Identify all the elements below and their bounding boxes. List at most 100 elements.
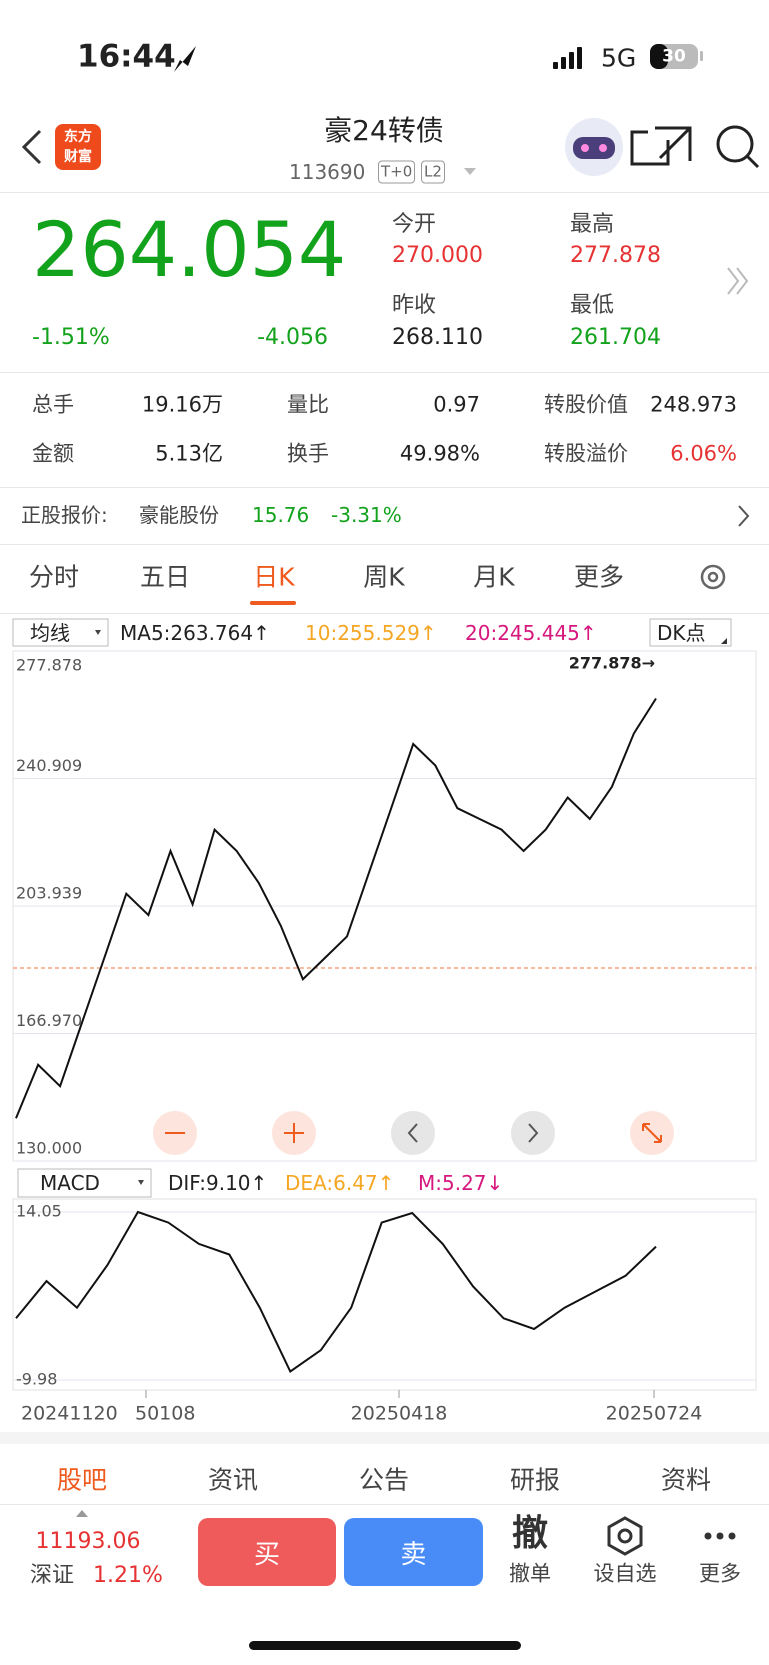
divider [0, 372, 769, 373]
tab[interactable]: 月K [473, 562, 515, 592]
stat-value: 6.06% [670, 441, 737, 466]
date-label: 20250724 [605, 1402, 703, 1425]
y-tick-label: 203.939 [16, 884, 82, 903]
watch-label[interactable]: 设自选 [593, 1561, 657, 1586]
tab[interactable]: 五日 [139, 562, 191, 592]
share-icon[interactable] [630, 126, 692, 166]
m: M:5.27↓ [418, 1171, 504, 1195]
selector-arrow [95, 630, 101, 635]
bottom-tab[interactable]: 公告 [358, 1465, 410, 1495]
underlying-change: -3.31% [331, 503, 402, 527]
value: 261.704 [570, 325, 661, 350]
ma20: 20:245.445↑ [465, 621, 597, 645]
tag: T+0 [378, 160, 416, 184]
change: -4.056 [257, 325, 328, 350]
ma-selector[interactable] [12, 618, 109, 647]
stat-value: 19.16万 [141, 392, 223, 417]
label: 最低 [570, 293, 615, 318]
stat-label: 转股价值 [544, 392, 628, 417]
underlying-name[interactable]: 豪能股份 [139, 503, 219, 527]
dif: DIF:9.10↑ [168, 1171, 268, 1195]
battery-level [650, 44, 668, 69]
settings-icon[interactable] [700, 564, 726, 590]
y-tick-label: 277.878 [16, 656, 82, 675]
search-handle [745, 154, 760, 169]
y-tick-label: -9.98 [16, 1370, 57, 1389]
underlying-chevron[interactable] [738, 505, 750, 527]
scroll-left-glyph [407, 1123, 418, 1143]
avatar-face [573, 137, 615, 159]
divider [0, 544, 769, 545]
dk-button[interactable] [649, 618, 732, 647]
bottom-tab[interactable]: 资料 [660, 1465, 712, 1495]
index-arrow [76, 1510, 88, 1517]
sell-button[interactable]: 卖 [344, 1518, 483, 1586]
battery-tip [700, 51, 703, 61]
bottom-tab[interactable]: 资讯 [207, 1465, 259, 1495]
selector-text: 均线 [30, 621, 70, 645]
tab[interactable]: 更多 [573, 562, 625, 592]
ma10: 10:255.529↑ [305, 621, 437, 645]
buy-button[interactable]: 买 [198, 1518, 336, 1586]
price-line [15, 697, 657, 1119]
index-value: 11193.06 [35, 1529, 141, 1554]
scroll-left[interactable] [391, 1111, 435, 1155]
divider [0, 192, 769, 193]
index-name: 深证 [30, 1563, 75, 1588]
more-label[interactable]: 更多 [699, 1561, 741, 1586]
underlying-price: 15.76 [252, 503, 310, 527]
band [0, 1432, 769, 1444]
tab[interactable]: 分时 [28, 562, 80, 592]
bottom-tab[interactable]: 研报 [509, 1465, 561, 1495]
tab[interactable]: 周K [363, 562, 405, 592]
date-label: 20250418 [350, 1402, 448, 1425]
clock: 16:44 [77, 38, 176, 75]
fullscreen-glyph [642, 1123, 662, 1143]
tab-underline [250, 601, 296, 605]
stat-label: 量比 [287, 392, 329, 417]
cancel-label[interactable]: 撤单 [509, 1561, 551, 1586]
stat-label: 金额 [32, 441, 74, 466]
dea: DEA:6.47↑ [285, 1171, 395, 1195]
label: 今开 [392, 212, 437, 237]
tag: L2 [421, 160, 445, 184]
divider [0, 487, 769, 488]
more-icon[interactable] [704, 1532, 736, 1540]
max-label: 277.878→ [569, 654, 655, 673]
logo[interactable] [55, 124, 101, 170]
logo-text: 东方 [64, 129, 92, 145]
label: 最高 [570, 212, 615, 237]
search-icon[interactable] [716, 125, 754, 163]
divider [0, 1504, 769, 1505]
title: 豪24转债 [324, 114, 444, 147]
bottom-tab-active[interactable]: 股吧 [56, 1465, 108, 1495]
watch-icon-core [617, 1528, 633, 1544]
logo-text: 财富 [64, 149, 92, 165]
chart-controls [153, 1111, 674, 1155]
value: 277.878 [570, 243, 661, 268]
value: 268.110 [392, 325, 483, 350]
ma5: MA5:263.764↑ [120, 621, 270, 645]
more-chevron[interactable] [727, 267, 749, 295]
signal-icon [553, 47, 582, 69]
scroll-right[interactable] [511, 1111, 555, 1155]
avatar-eye [581, 144, 589, 152]
selector-arrow [138, 1180, 144, 1185]
stat-value: 49.98% [399, 441, 480, 466]
back-icon[interactable] [21, 129, 42, 165]
stat-label: 换手 [287, 441, 329, 466]
macd-selector[interactable] [17, 1168, 152, 1198]
index-change: 1.21% [93, 1563, 163, 1588]
home-indicator [249, 1641, 521, 1650]
location-icon [174, 46, 196, 72]
cancel-icon[interactable]: 撤 [511, 1513, 549, 1554]
y-tick-label: 14.05 [16, 1202, 62, 1221]
value: 270.000 [392, 243, 483, 268]
network: 5G [601, 43, 637, 73]
dropdown-arrow[interactable] [464, 168, 476, 175]
tab-active[interactable]: 日K [253, 562, 295, 592]
y-tick-label: 166.970 [16, 1011, 82, 1030]
watch-icon[interactable] [607, 1516, 643, 1556]
stat-value: 5.13亿 [155, 441, 223, 466]
